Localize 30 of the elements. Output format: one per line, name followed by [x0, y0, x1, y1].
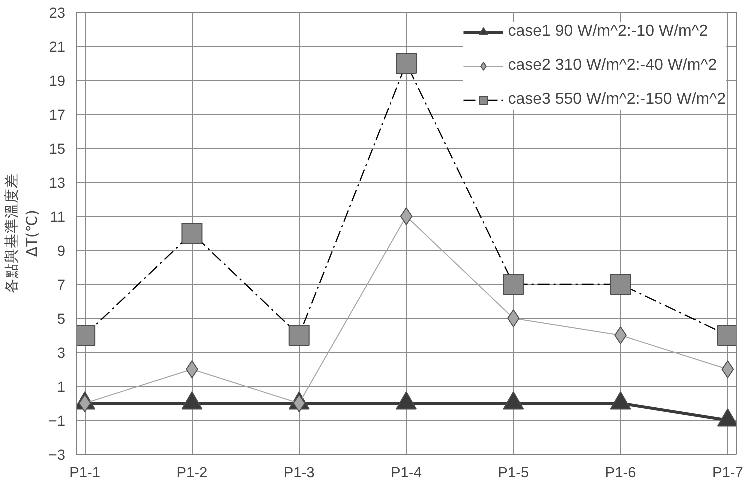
- y-tick-label: 3: [57, 346, 66, 362]
- y-tick-label: 19: [49, 74, 66, 90]
- x-tick-label: P1-1: [70, 466, 101, 482]
- point: [722, 360, 734, 378]
- y-tick-label: 7: [57, 278, 66, 294]
- point: [293, 394, 306, 412]
- y-tick-label: 5: [57, 312, 66, 328]
- point: [507, 310, 520, 328]
- y-tick-label: 13: [49, 176, 66, 192]
- y-tick-label: 21: [49, 40, 66, 56]
- y-tick-label: 15: [49, 142, 66, 158]
- y-tick-label: −1: [48, 414, 66, 430]
- point: [78, 394, 92, 412]
- legend-label: case1 90 W/m^2:-10 W/m^2: [508, 23, 708, 41]
- y-tick-label: 23: [49, 6, 66, 22]
- y-tick-label: 9: [57, 244, 66, 260]
- x-tick-label: P1-7: [712, 466, 744, 482]
- legend-label: case2 310 W/m^2:-40 W/m^2: [508, 57, 718, 75]
- x-tick-label: P1-5: [498, 466, 530, 482]
- y-tick-label: 17: [49, 108, 66, 124]
- y-tick-label: −3: [48, 448, 66, 464]
- x-tick-label: P1-6: [605, 466, 636, 482]
- x-tick-label: P1-2: [176, 466, 208, 482]
- x-tick-label: P1-3: [284, 466, 315, 482]
- y-tick-label: 1: [57, 380, 66, 396]
- y-axis-title: 各點與基準溫度差 ΔT(℃): [3, 174, 41, 294]
- y-tick-label: 11: [50, 210, 66, 226]
- point: [400, 208, 413, 226]
- legend-label: case3 550 W/m^2:-150 W/m^2: [508, 91, 726, 109]
- x-tick-label: P1-4: [391, 466, 422, 482]
